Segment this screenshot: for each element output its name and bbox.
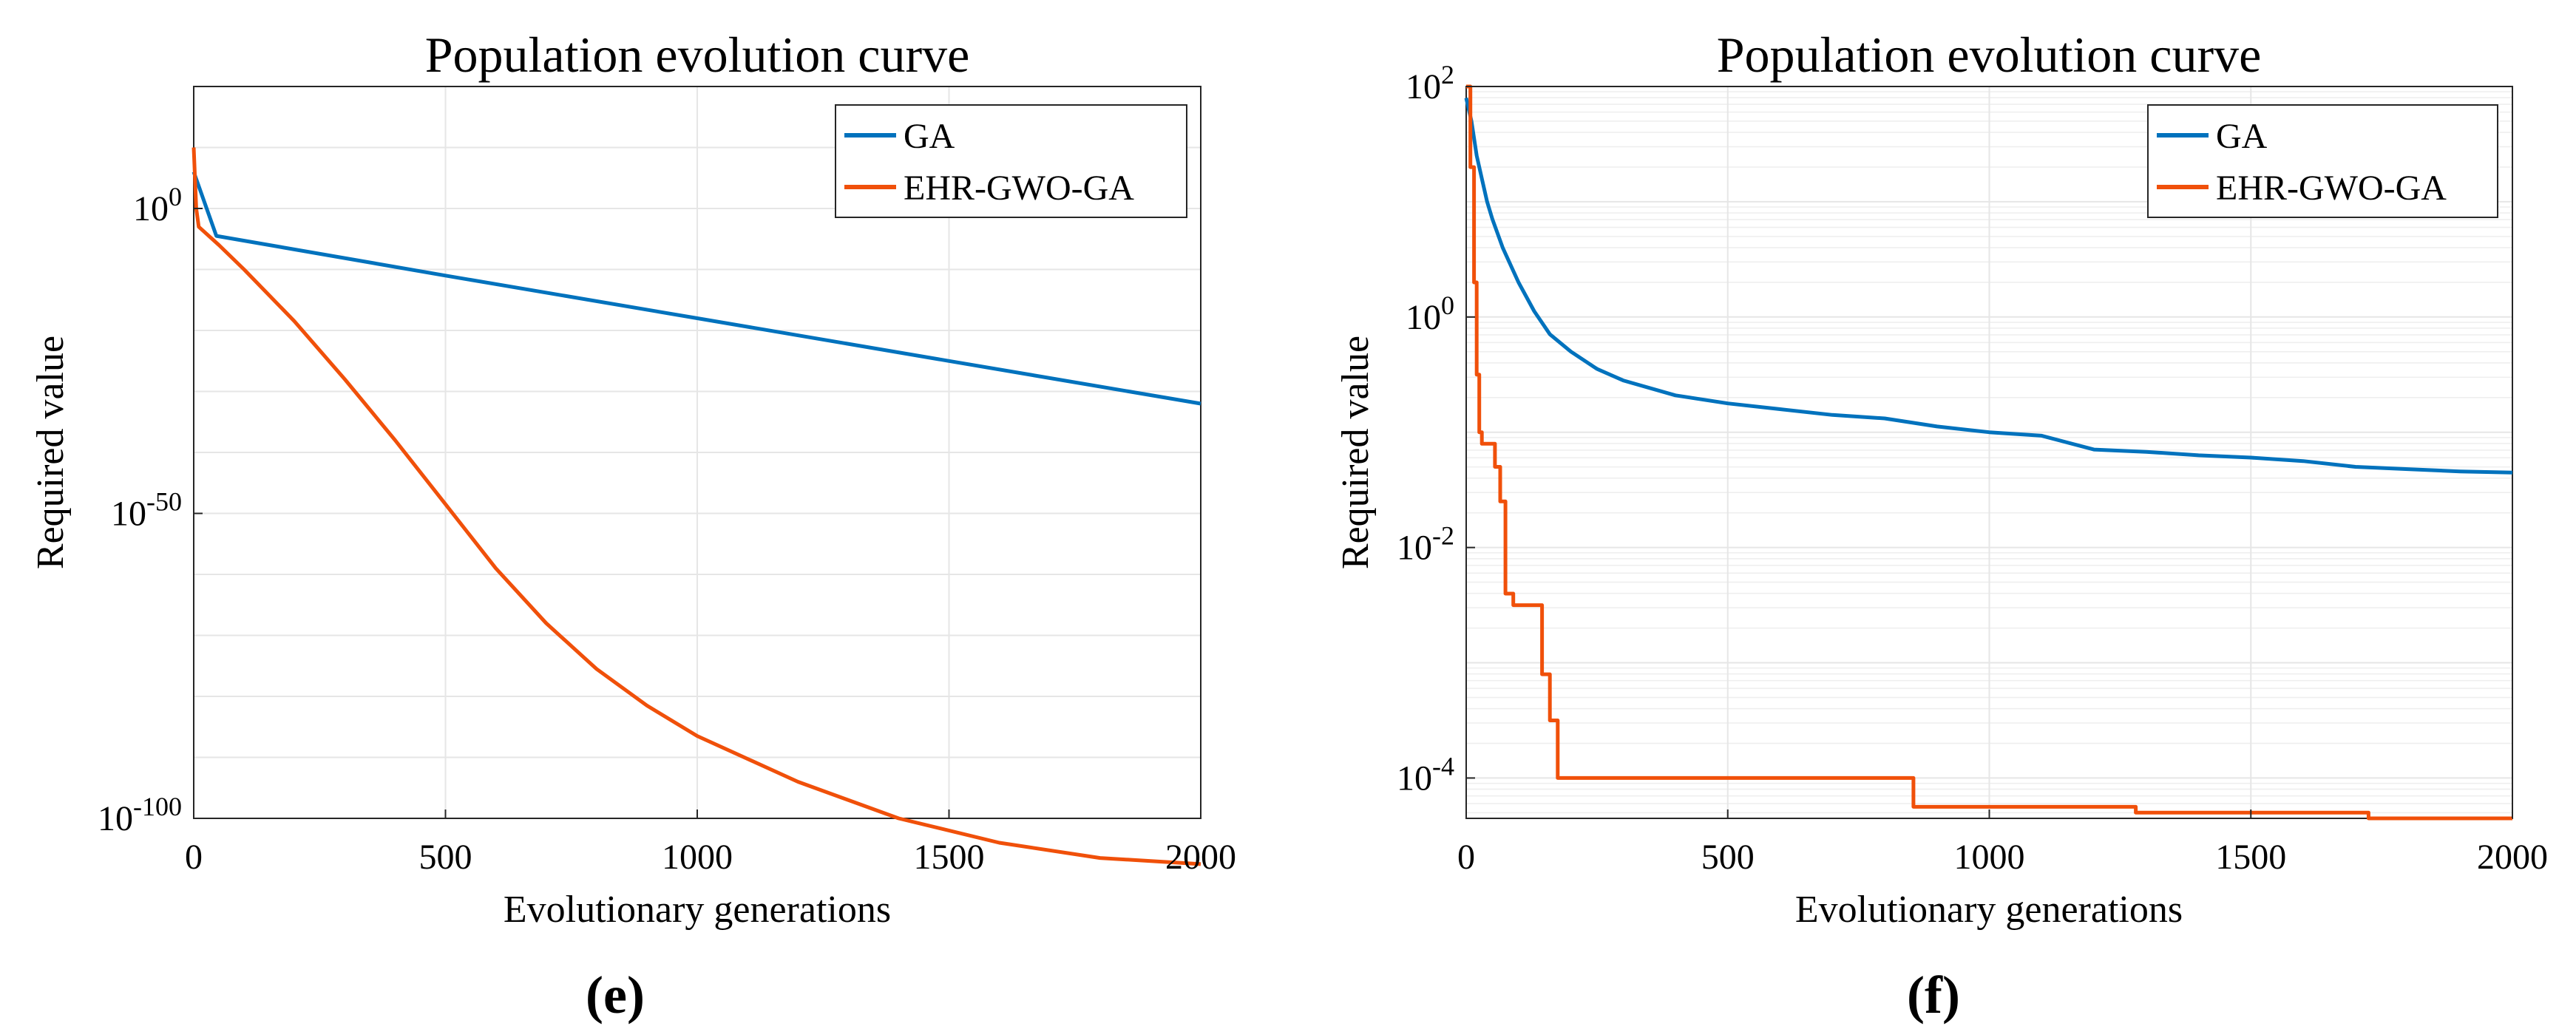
x-tick-label: 500 [419, 838, 472, 877]
x-tick-label: 0 [185, 838, 203, 877]
x-tick-label: 1500 [2215, 838, 2286, 877]
y-tick-label: 100 [133, 182, 182, 228]
chart-title: Population evolution curve [1717, 27, 2262, 83]
x-tick-label: 2000 [1165, 838, 1236, 877]
legend: GA EHR-GWO-GA [835, 104, 1187, 218]
legend-box [2147, 104, 2498, 218]
series-line-ehr-gwo-ga [1466, 84, 2512, 821]
x-tick-label: 1500 [914, 838, 985, 877]
series-group [191, 147, 1201, 866]
panel-label: (f) [1907, 965, 1960, 1025]
y-tick-labels: 102 100 10-2 10-4 [1397, 60, 1475, 798]
series-group [1464, 84, 2513, 821]
chart-title: Population evolution curve [425, 27, 970, 83]
panel-label: (e) [586, 965, 645, 1025]
x-tick-labels: 0 500 1000 1500 2000 [1457, 809, 2548, 877]
y-tick-label: 102 [1406, 60, 1454, 106]
x-tick-label: 500 [1701, 838, 1755, 877]
x-tick-label: 1000 [662, 838, 733, 877]
legend-label-ga: GA [2216, 117, 2268, 156]
y-tick-label: 10-4 [1397, 751, 1454, 798]
chart-panel-f: Population evolution curve 0 500 1000 1500 2… [1335, 27, 2548, 1025]
y-axis-label: Required value [1335, 336, 1377, 569]
x-tick-label: 1000 [1954, 838, 2025, 877]
x-axis-label: Evolutionary generations [1795, 889, 2183, 931]
legend: GA EHR-GWO-GA [2147, 104, 2498, 218]
x-tick-label: 2000 [2477, 838, 2548, 877]
y-axis-label: Required value [30, 336, 72, 569]
x-tick-labels: 0 500 1000 1500 2000 [185, 809, 1236, 877]
legend-label-ga: GA [904, 117, 955, 156]
series-line-ehr-gwo-ga [191, 147, 1201, 866]
legend-label-ehr-gwo-ga: EHR-GWO-GA [2216, 169, 2447, 208]
x-axis-label: Evolutionary generations [504, 889, 891, 931]
y-tick-label: 10-100 [98, 792, 182, 838]
y-tick-labels: 100 10-50 10-100 [98, 182, 203, 838]
chart-panel-e: Population evolution curve 0 500 1000 1500 2… [30, 27, 1236, 1025]
x-tick-label: 0 [1457, 838, 1475, 877]
y-tick-label: 100 [1406, 291, 1454, 337]
legend-label-ehr-gwo-ga: EHR-GWO-GA [904, 169, 1134, 208]
y-tick-label: 10-50 [111, 487, 182, 534]
series-line-ga [1464, 98, 2513, 475]
series-line-ga [191, 171, 1201, 406]
legend-box [835, 104, 1187, 218]
y-tick-label: 10-2 [1397, 521, 1454, 568]
